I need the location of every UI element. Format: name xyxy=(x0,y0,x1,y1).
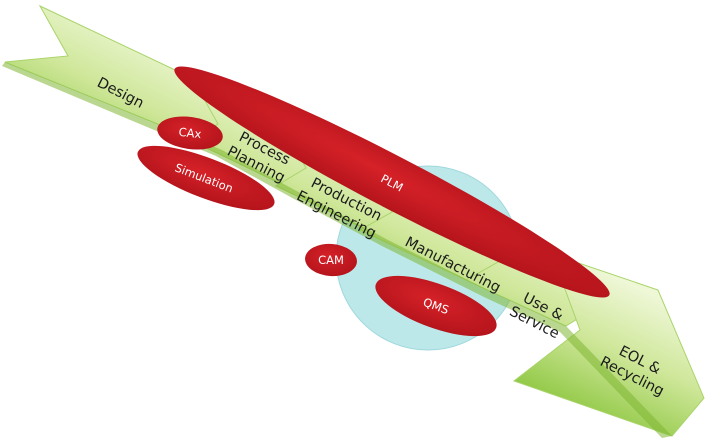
tools-layer xyxy=(137,66,610,337)
cax-ellipse xyxy=(157,116,223,150)
tool-label-cax: CAx xyxy=(178,125,202,141)
simulation-ellipse xyxy=(137,145,275,211)
cam-ellipse xyxy=(305,243,357,277)
qms-ellipse xyxy=(375,275,497,337)
tool-label-cam: CAM xyxy=(318,253,344,267)
plm-ellipse xyxy=(174,66,610,298)
